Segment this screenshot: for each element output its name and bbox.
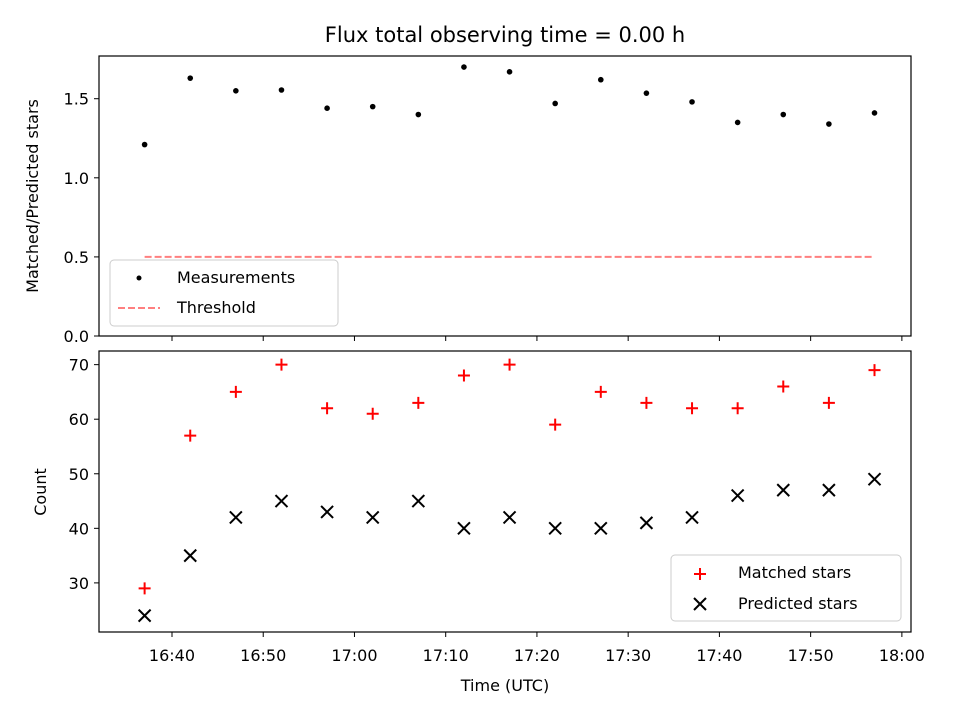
predicted-star-point [639, 516, 654, 530]
ratio-y-tick-label: 0.5 [64, 248, 89, 267]
measurement-point [324, 105, 330, 112]
measurement-point [780, 111, 787, 118]
count-plot-frame [98, 350, 912, 633]
count-y-tick-label: 50 [69, 465, 89, 484]
measurement-point [415, 111, 422, 118]
matched-star-point [229, 385, 242, 398]
matched-star-point [822, 396, 835, 409]
count-y-axis-label: Count [31, 468, 50, 516]
count-y-tick-label: 60 [69, 410, 89, 429]
matched-star-point [457, 369, 470, 382]
matched-star-point [412, 396, 425, 409]
legend-measurements-label: Measurements [177, 268, 295, 287]
matched-star-point [594, 385, 607, 398]
count-y-axis: 30 40 50 60 70 [69, 356, 99, 593]
predicted-star-point [366, 510, 380, 525]
matched-star-point [275, 358, 288, 371]
predicted-star-point [548, 521, 562, 536]
measurement-point [278, 87, 285, 93]
predicted-star-point [867, 472, 882, 486]
ratio-y-axis: 0.0 0.5 1.0 1.5 [64, 90, 99, 346]
x-tick-label: 17:20 [514, 646, 560, 665]
legend-matched-marker [694, 568, 706, 580]
ratio-legend-box [109, 259, 339, 327]
ratio-x-ticks [171, 336, 903, 341]
measurement-point [826, 121, 832, 127]
count-y-tick-label: 40 [69, 519, 89, 538]
measurement-point [552, 100, 558, 107]
x-tick-label: 17:10 [423, 646, 469, 665]
measurement-point [871, 110, 878, 116]
ratio-y-tick-label: 1.5 [64, 90, 89, 109]
chart-title: Flux total observing time = 0.00 h [325, 23, 685, 47]
matched-star-point [138, 582, 151, 595]
matched-star-point [549, 418, 562, 431]
predicted-star-point [822, 483, 836, 497]
predicted-star-point [502, 510, 517, 525]
measurement-point [369, 103, 376, 110]
predicted-star-point [274, 494, 289, 508]
matched-star-point [321, 402, 334, 415]
measurement-point [141, 141, 148, 148]
ratio-y-tick-label: 0.0 [64, 327, 89, 346]
x-tick-label: 17:40 [696, 646, 742, 665]
ratio-panel: 0.0 0.5 1.0 1.5 Matched/Predicted stars Mea… [23, 55, 912, 346]
ratio-marks [141, 64, 878, 258]
legend-predicted-marker [693, 597, 707, 611]
count-panel: 30 40 50 60 70 16:40 16:50 17:00 17:10 17:20 17:3… [31, 350, 925, 695]
ratio-legend: Measurements Threshold [109, 259, 339, 327]
predicted-star-point [685, 510, 699, 525]
count-marks [137, 358, 882, 623]
measurement-point [461, 64, 467, 70]
predicted-star-point [730, 488, 745, 503]
ratio-plot-frame [98, 55, 912, 337]
count-legend: Matched stars Predicted stars [670, 554, 902, 622]
matched-star-point [503, 358, 516, 371]
legend-matched-label: Matched stars [738, 563, 851, 582]
predicted-star-point [594, 521, 608, 536]
count-y-tick-label: 30 [69, 574, 89, 593]
predicted-star-point [183, 548, 197, 563]
matched-star-point [184, 429, 197, 442]
matched-star-point [366, 407, 379, 420]
x-axis-label: Time (UTC) [460, 676, 549, 695]
x-tick-label: 16:50 [240, 646, 286, 665]
measurement-point [597, 76, 604, 83]
predicted-star-point [320, 505, 334, 519]
x-tick-label: 17:00 [331, 646, 377, 665]
measurement-point [187, 75, 194, 81]
count-y-tick-label: 70 [69, 356, 89, 375]
predicted-star-point [137, 608, 152, 623]
measurement-point [734, 119, 741, 126]
measurement-point [643, 90, 650, 96]
x-tick-label: 18:00 [879, 646, 925, 665]
legend-predicted-label: Predicted stars [738, 594, 858, 613]
ratio-y-axis-label: Matched/Predicted stars [23, 99, 42, 293]
predicted-star-point [457, 521, 471, 536]
matched-star-point [686, 402, 699, 415]
measurement-point [506, 69, 513, 75]
x-tick-label: 17:50 [788, 646, 834, 665]
matched-star-point [731, 402, 744, 415]
count-legend-box [670, 554, 902, 622]
x-tick-label: 16:40 [149, 646, 195, 665]
matched-star-point [777, 380, 790, 393]
legend-threshold-label: Threshold [176, 298, 256, 317]
ratio-y-tick-label: 1.0 [64, 169, 89, 188]
predicted-star-point [411, 494, 426, 508]
measurement-point [689, 99, 695, 105]
x-tick-label: 17:30 [605, 646, 651, 665]
predicted-star-point [229, 510, 243, 525]
matched-star-point [868, 364, 881, 377]
legend-measurements-marker [136, 275, 142, 281]
count-x-axis: 16:40 16:50 17:00 17:10 17:20 17:30 17:40 17:50… [149, 632, 925, 665]
measurement-point [233, 88, 239, 94]
matched-star-point [640, 396, 653, 409]
predicted-star-point [776, 483, 790, 497]
